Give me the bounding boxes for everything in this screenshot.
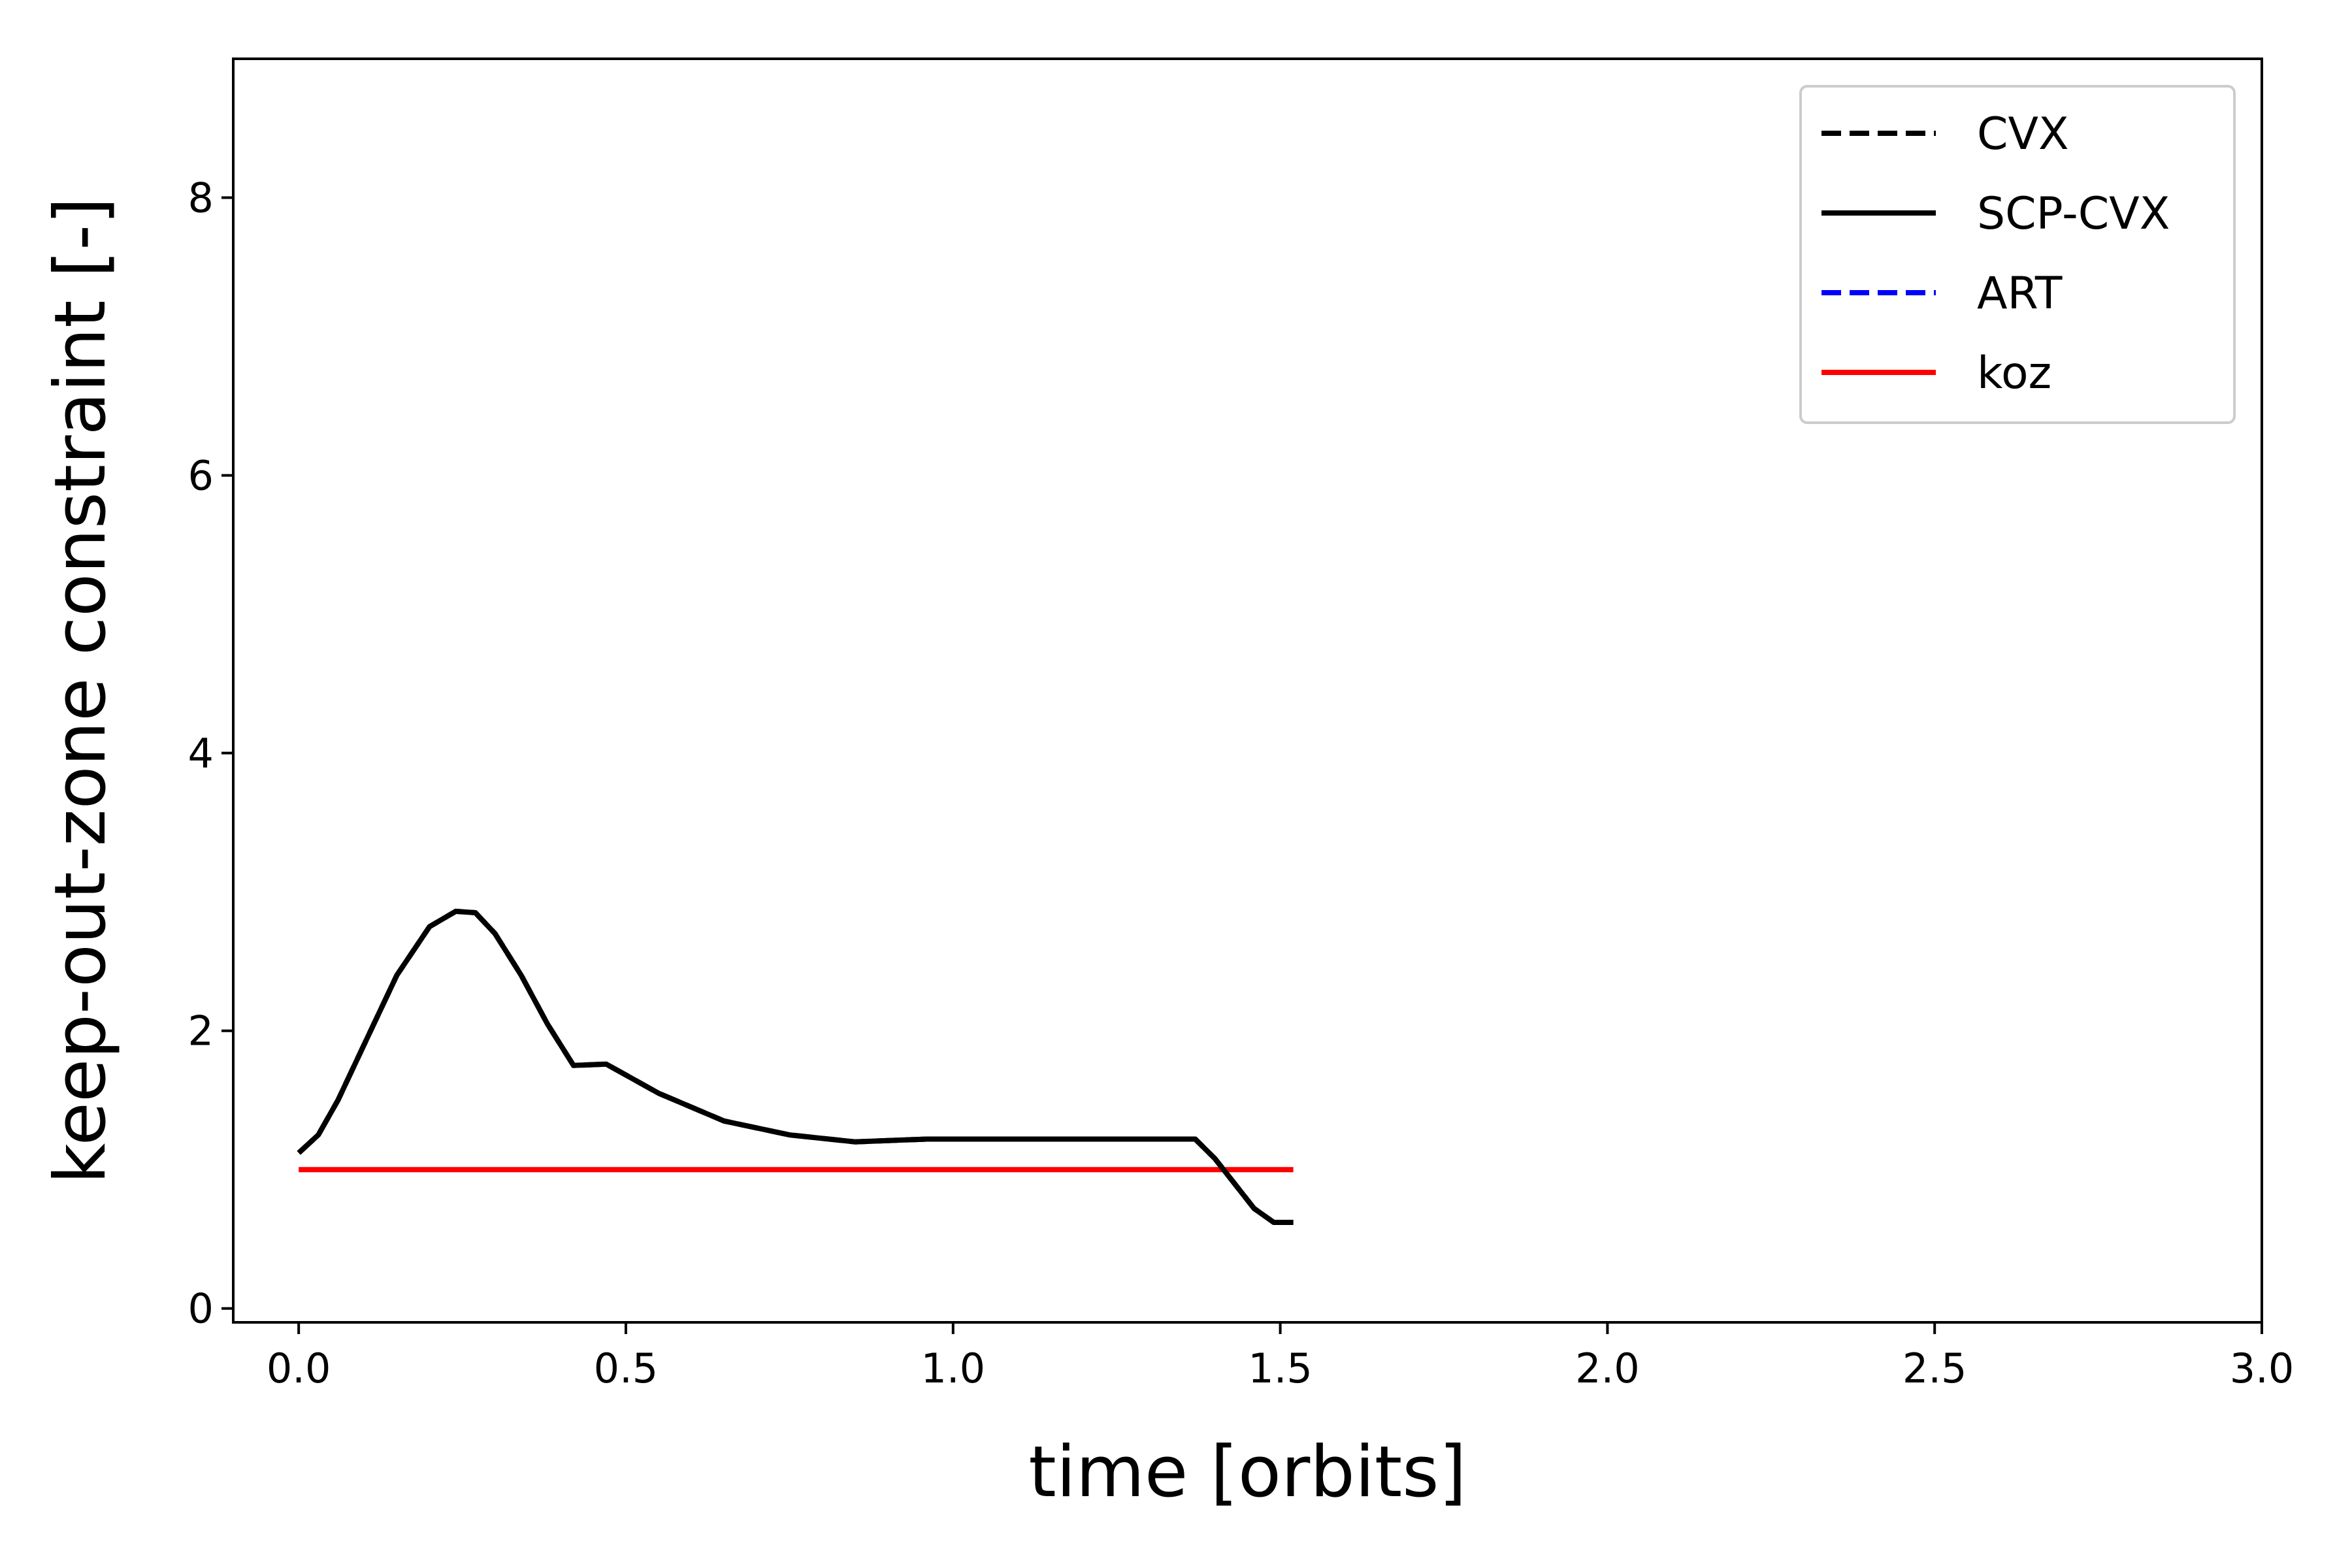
y-tick-label: 8 — [188, 174, 214, 222]
series-layer — [297, 908, 1294, 1225]
x-axis-label: time [orbits] — [1028, 1431, 1466, 1513]
x-tick-label: 1.5 — [1248, 1345, 1313, 1392]
x-tick-label: 1.0 — [921, 1345, 985, 1392]
y-tick-label: 6 — [188, 452, 214, 500]
legend-label-scp-cvx: SCP-CVX — [1977, 188, 2170, 240]
x-axis-ticks: 0.0 0.5 1.0 1.5 2.0 2.5 3.0 — [267, 1322, 2294, 1392]
legend: CVX SCP-CVX ART koz — [1799, 85, 2236, 424]
legend-box — [1799, 85, 2236, 424]
plot-area-frame — [232, 57, 2263, 1324]
y-tick-label: 4 — [188, 730, 214, 777]
y-tick-label: 0 — [188, 1285, 214, 1333]
series-line-scp-cvx — [297, 908, 1294, 1225]
y-tick-label: 2 — [188, 1007, 214, 1055]
legend-label-cvx: CVX — [1977, 108, 2069, 160]
x-tick-label: 3.0 — [2230, 1345, 2295, 1392]
legend-label-art: ART — [1977, 268, 2063, 319]
legend-label-koz: koz — [1977, 348, 2051, 399]
x-tick-label: 2.5 — [1903, 1345, 1967, 1392]
y-axis-label: keep-out-zone constraint [-] — [40, 197, 122, 1184]
y-axis-ticks: 0 2 4 6 8 — [188, 174, 233, 1333]
x-tick-label: 2.0 — [1575, 1345, 1640, 1392]
x-tick-label: 0.0 — [267, 1345, 331, 1392]
x-tick-label: 0.5 — [594, 1345, 659, 1392]
